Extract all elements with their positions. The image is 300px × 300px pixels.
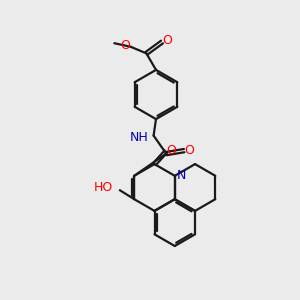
Text: O: O — [185, 143, 194, 157]
Text: O: O — [121, 39, 130, 52]
Text: NH: NH — [130, 130, 148, 144]
Text: O: O — [163, 34, 172, 47]
Text: N: N — [177, 169, 186, 182]
Text: O: O — [166, 143, 176, 157]
Text: HO: HO — [94, 181, 113, 194]
